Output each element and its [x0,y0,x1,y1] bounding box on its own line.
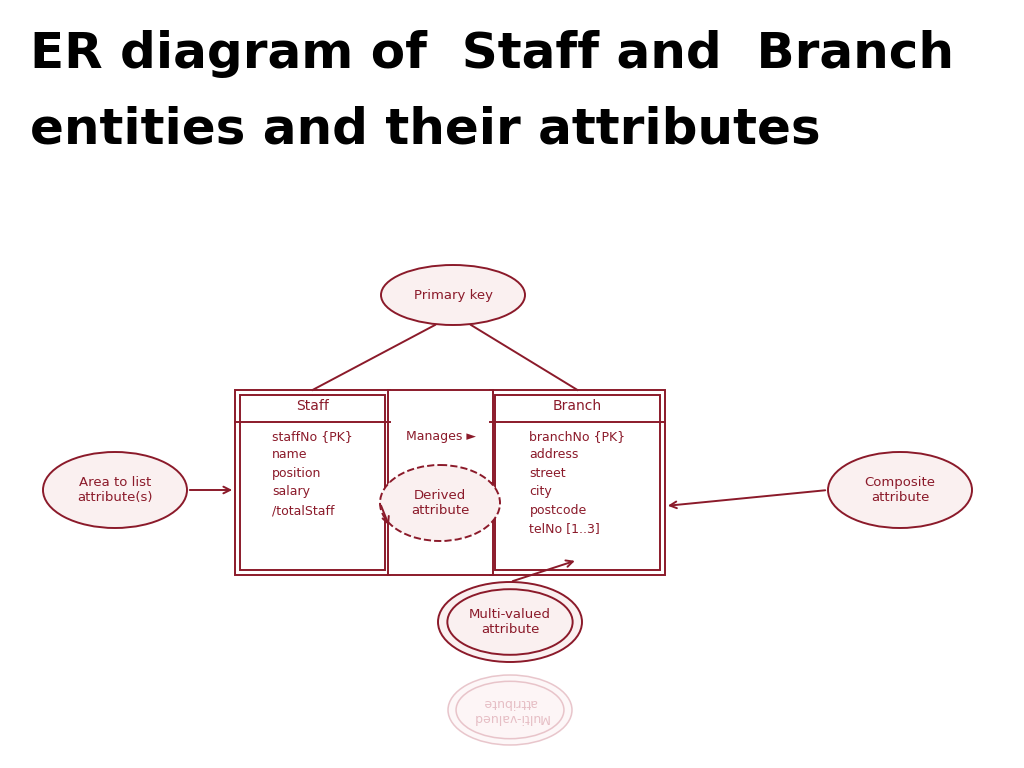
Text: ER diagram of  Staff and  Branch: ER diagram of Staff and Branch [30,30,954,78]
Ellipse shape [447,589,572,655]
Text: Branch: Branch [553,399,602,413]
Text: Primary key: Primary key [414,289,493,302]
Text: Composite
attribute: Composite attribute [864,476,936,504]
FancyBboxPatch shape [240,395,385,570]
Text: staffNo {PK}
name
position
salary
/totalStaff: staffNo {PK} name position salary /total… [272,430,353,517]
FancyBboxPatch shape [495,395,660,570]
Text: entities and their attributes: entities and their attributes [30,105,820,153]
Ellipse shape [43,452,187,528]
FancyBboxPatch shape [490,390,665,575]
FancyBboxPatch shape [388,390,493,575]
Ellipse shape [380,465,500,541]
Ellipse shape [381,265,525,325]
Ellipse shape [828,452,972,528]
FancyBboxPatch shape [234,390,390,575]
Text: branchNo {PK}
address
street
city
postcode
telNo [1..3]: branchNo {PK} address street city postco… [529,430,626,535]
Ellipse shape [456,681,564,739]
Ellipse shape [438,582,582,662]
Text: Area to list
attribute(s): Area to list attribute(s) [77,476,153,504]
Ellipse shape [449,675,572,745]
Text: Manages ►: Manages ► [406,430,475,442]
Text: Multi-valued
attribute: Multi-valued attribute [472,696,549,724]
Text: Multi-valued
attribute: Multi-valued attribute [469,608,551,636]
Text: Derived
attribute: Derived attribute [411,489,469,517]
Text: ◄ Has: ◄ Has [422,522,459,535]
Text: Staff: Staff [296,399,329,413]
